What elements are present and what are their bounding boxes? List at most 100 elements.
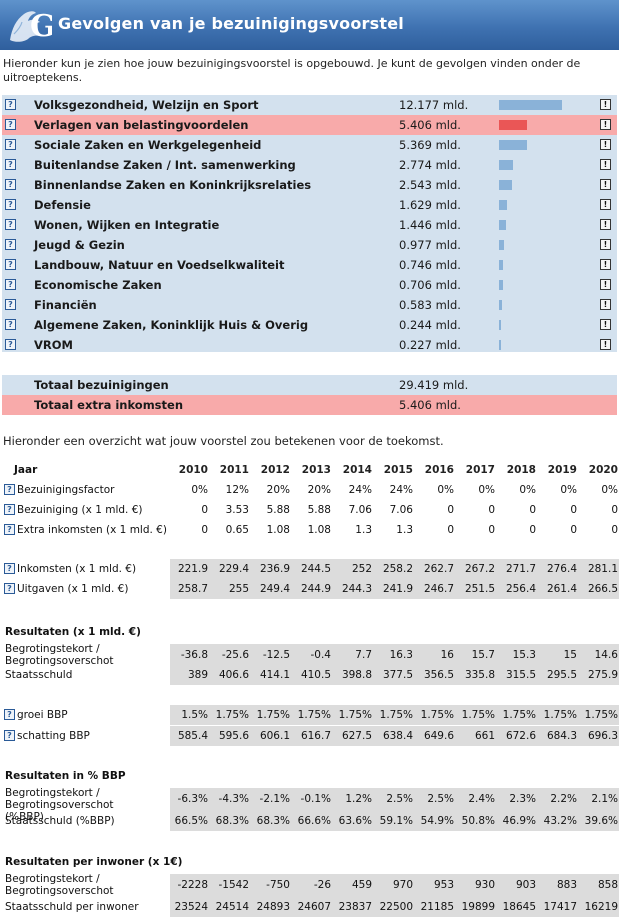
- table-cell: 66.6%: [293, 811, 334, 831]
- help-icon[interactable]: ?: [4, 524, 15, 535]
- year-header: 2018: [506, 464, 536, 476]
- row-label: Begrotingstekort / Begrotingsoverschot: [5, 643, 114, 667]
- table-cell: 22500: [375, 897, 416, 917]
- help-icon[interactable]: ?: [5, 239, 16, 250]
- table-cell: -12.5: [252, 644, 293, 667]
- total-row: Totaal bezuinigingen 29.419 mld.: [2, 375, 617, 395]
- ministry-name: Landbouw, Natuur en Voedselkwaliteit: [34, 258, 285, 272]
- table-cell: 2.5%: [416, 788, 457, 811]
- ministry-name: Defensie: [34, 198, 91, 212]
- info-icon[interactable]: !: [600, 259, 611, 270]
- table-cell: 24514: [211, 897, 252, 917]
- help-icon[interactable]: ?: [5, 159, 16, 170]
- table-cell: -0.1%: [293, 788, 334, 811]
- help-icon[interactable]: ?: [4, 709, 15, 720]
- help-icon[interactable]: ?: [4, 504, 15, 515]
- table-cell: -2.1%: [252, 788, 293, 811]
- row-label: schatting BBP: [17, 730, 90, 742]
- help-icon[interactable]: ?: [4, 730, 15, 741]
- total-value: 5.406 mld.: [399, 398, 461, 412]
- table-cell: 15.7: [457, 644, 498, 667]
- table-cell: 24%: [389, 484, 413, 496]
- info-icon[interactable]: !: [600, 159, 611, 170]
- table-cell: 1.75%: [293, 705, 334, 725]
- table-cell: 459: [334, 874, 375, 897]
- table-cell: 276.4: [539, 559, 580, 579]
- table-cell: 903: [498, 874, 539, 897]
- table-cell: 266.5: [580, 579, 619, 599]
- help-icon[interactable]: ?: [4, 563, 15, 574]
- help-icon[interactable]: ?: [5, 219, 16, 230]
- ministry-row: ? Defensie 1.629 mld.!: [2, 195, 617, 215]
- table-cell: 16.3: [375, 644, 416, 667]
- table-cell: 377.5: [375, 665, 416, 685]
- help-icon[interactable]: ?: [5, 299, 16, 310]
- page-header: G Gevolgen van je bezuinigingsvoorstel: [0, 0, 619, 50]
- row-label: Staatsschuld: [5, 669, 73, 681]
- table-cell: 68.3%: [211, 811, 252, 831]
- year-header: 2012: [260, 464, 290, 476]
- help-icon[interactable]: ?: [5, 179, 16, 190]
- table-cell: 229.4: [211, 559, 252, 579]
- help-icon[interactable]: ?: [5, 259, 16, 270]
- table-cell: 930: [457, 874, 498, 897]
- table-cell: 18645: [498, 897, 539, 917]
- table-cell: 649.6: [416, 726, 457, 746]
- info-icon[interactable]: !: [600, 299, 611, 310]
- info-icon[interactable]: !: [600, 279, 611, 290]
- help-icon[interactable]: ?: [5, 279, 16, 290]
- table-cell: 315.5: [498, 665, 539, 685]
- table-cell: 335.8: [457, 665, 498, 685]
- info-icon[interactable]: !: [600, 199, 611, 210]
- table-cell: 1.75%: [498, 705, 539, 725]
- info-icon[interactable]: !: [600, 239, 611, 250]
- table-cell: 0%: [560, 484, 577, 496]
- ministry-name: Algemene Zaken, Koninklijk Huis & Overig: [34, 318, 309, 332]
- info-icon[interactable]: !: [600, 219, 611, 230]
- table-cell: 12%: [225, 484, 249, 496]
- table-cell: 627.5: [334, 726, 375, 746]
- help-icon[interactable]: ?: [5, 199, 16, 210]
- help-icon[interactable]: ?: [5, 119, 16, 130]
- info-icon[interactable]: !: [600, 339, 611, 350]
- ministry-row: ? Volksgezondheid, Welzijn en Sport 12.177…: [2, 95, 617, 115]
- table-cell: 2.2%: [539, 788, 580, 811]
- table-cell: 17417: [539, 897, 580, 917]
- table-cell: 267.2: [457, 559, 498, 579]
- info-icon[interactable]: !: [600, 179, 611, 190]
- table-cell: 1.5%: [170, 705, 211, 725]
- ministry-value: 1.446 mld.: [399, 218, 461, 232]
- table-cell: 14.6: [580, 644, 619, 667]
- table-cell: 1.75%: [252, 705, 293, 725]
- help-icon[interactable]: ?: [5, 99, 16, 110]
- table-cell: 1.75%: [539, 705, 580, 725]
- row-label: Extra inkomsten (x 1 mld. €): [17, 524, 167, 536]
- info-icon[interactable]: !: [600, 119, 611, 130]
- table-cell: 295.5: [539, 665, 580, 685]
- table-cell: 16: [416, 644, 457, 667]
- ministry-name: Financiën: [34, 298, 97, 312]
- info-icon[interactable]: !: [600, 139, 611, 150]
- info-icon[interactable]: !: [600, 319, 611, 330]
- help-icon[interactable]: ?: [5, 339, 16, 350]
- table-cell: 0: [611, 524, 618, 536]
- table-cell: 389: [170, 665, 211, 685]
- help-icon[interactable]: ?: [4, 484, 15, 495]
- help-icon[interactable]: ?: [5, 139, 16, 150]
- help-icon[interactable]: ?: [4, 583, 15, 594]
- ministry-name: Buitenlandse Zaken / Int. samenwerking: [34, 158, 296, 172]
- ministry-value: 2.774 mld.: [399, 158, 461, 172]
- table-cell: 595.6: [211, 726, 252, 746]
- table-cell: 221.9: [170, 559, 211, 579]
- table-cell: 39.6%: [580, 811, 619, 831]
- help-icon[interactable]: ?: [5, 319, 16, 330]
- table-cell: 236.9: [252, 559, 293, 579]
- table-cell: -26: [293, 874, 334, 897]
- year-header: 2019: [547, 464, 577, 476]
- table-cell: 249.4: [252, 579, 293, 599]
- ministry-value: 0.227 mld.: [399, 338, 461, 352]
- table-cell: 858: [580, 874, 619, 897]
- info-icon[interactable]: !: [600, 99, 611, 110]
- table-cell: 7.7: [334, 644, 375, 667]
- table-cell: 2.3%: [498, 788, 539, 811]
